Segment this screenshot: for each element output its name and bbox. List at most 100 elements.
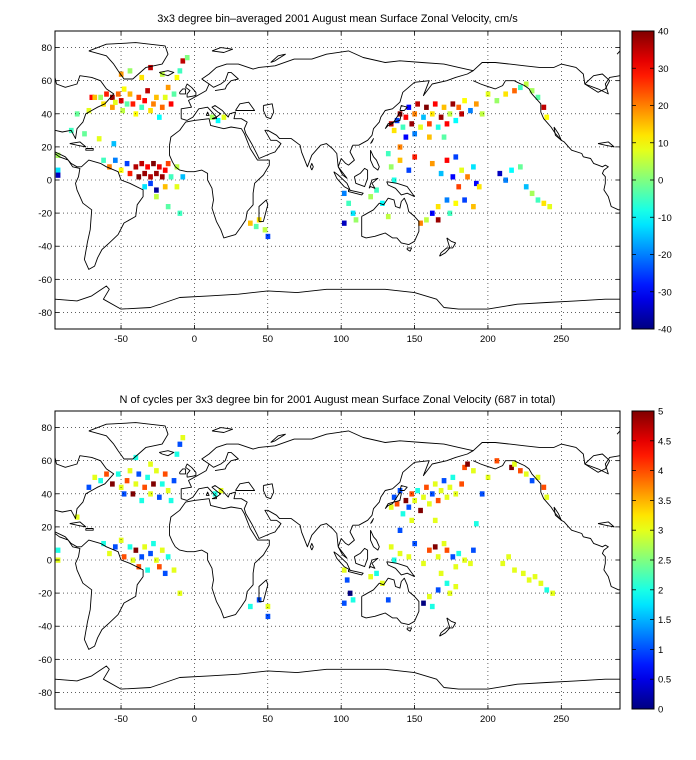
bin-cell	[518, 468, 523, 474]
bin-cell	[518, 84, 523, 91]
coastline-segment	[384, 111, 402, 129]
bin-cell	[110, 481, 115, 487]
bin-cell	[427, 501, 432, 507]
coastline-segment	[353, 167, 369, 188]
bin-cell	[421, 600, 426, 606]
coastline-segment	[208, 71, 239, 92]
bin-cell	[162, 94, 168, 101]
bin-cell	[523, 471, 529, 477]
coastline-segment	[399, 485, 408, 491]
x-tick-label: 50	[263, 714, 274, 725]
bin-cell	[453, 117, 459, 124]
bin-cell	[162, 570, 168, 577]
bin-cell	[512, 567, 517, 573]
bin-cell	[471, 204, 476, 210]
bin-cell	[159, 104, 165, 110]
coastline-segment	[406, 247, 413, 252]
bin-cell	[151, 540, 156, 547]
bin-cell	[154, 468, 159, 474]
bin-cell	[350, 597, 356, 603]
bin-cell	[427, 547, 432, 553]
coastline-segment	[584, 453, 611, 473]
coastlines	[55, 42, 620, 310]
bin-cell	[412, 111, 418, 117]
coastline-segment	[180, 50, 474, 179]
bin-cell	[221, 114, 227, 120]
bin-cell	[89, 94, 95, 101]
coastline-segment	[370, 530, 380, 551]
colorbar-tick-label: 0.5	[658, 675, 671, 686]
bottom-chart-title: N of cycles per 3x3 degree bin for 2001 …	[119, 394, 556, 406]
x-tick-label: 50	[263, 334, 274, 345]
coastline-segment	[439, 247, 451, 257]
bin-cell	[165, 84, 171, 91]
bin-cell	[142, 184, 148, 190]
bin-cell	[55, 167, 61, 173]
bin-cell	[441, 134, 447, 140]
coastline-segment	[158, 450, 175, 457]
map-background	[55, 31, 620, 329]
bin-cell	[154, 170, 159, 177]
colorbar-tick-label: 3.5	[658, 496, 671, 507]
coastline-segment	[55, 455, 115, 520]
coastline-segment	[69, 521, 87, 528]
bin-cell	[104, 471, 109, 477]
bin-cell	[447, 590, 453, 596]
coastline-segment	[472, 442, 620, 475]
bin-cell	[391, 494, 397, 500]
y-tick-label: 20	[41, 142, 52, 153]
y-tick-label: -40	[38, 622, 52, 633]
bin-cell	[350, 210, 356, 216]
bin-cell	[139, 554, 145, 560]
y-tick-label: -80	[38, 308, 52, 319]
y-tick-label: 0	[47, 176, 52, 187]
bin-cell	[429, 603, 435, 610]
bin-cell	[177, 68, 183, 74]
bin-cell	[265, 603, 271, 610]
coastline-segment	[262, 483, 275, 500]
bin-cell	[391, 177, 397, 183]
bin-cell	[98, 478, 103, 484]
bin-cell	[459, 111, 465, 117]
bin-cell	[136, 174, 142, 180]
coastline-segment	[361, 577, 420, 626]
bin-cell	[429, 111, 435, 117]
coastline-segment	[597, 521, 615, 528]
bin-cell	[171, 567, 177, 573]
bin-cell	[468, 560, 473, 567]
bin-cell	[148, 174, 153, 180]
bin-cell	[506, 554, 511, 560]
bin-cell	[142, 484, 148, 490]
bin-cell	[444, 121, 450, 127]
bin-cell	[124, 160, 130, 167]
bin-cell	[397, 111, 403, 117]
bin-cell	[444, 494, 450, 500]
bin-cell	[174, 451, 180, 457]
colorbar-tick-label: 30	[658, 64, 669, 75]
bin-cell	[409, 121, 415, 127]
grid-lines	[55, 411, 620, 709]
bin-cell	[154, 557, 159, 563]
bin-cell	[148, 461, 153, 467]
bin-cell	[453, 200, 459, 206]
bin-cell	[476, 184, 482, 190]
bin-cell	[468, 107, 473, 114]
bin-cell	[112, 99, 118, 105]
y-tick-label: -60	[38, 275, 52, 286]
coastline-segment	[205, 111, 210, 116]
bin-cell	[441, 540, 447, 547]
bin-cell	[447, 210, 453, 216]
y-tick-label: -40	[38, 242, 52, 253]
y-tick-label: 80	[41, 43, 52, 54]
bin-cell	[55, 172, 61, 178]
bin-cell	[265, 233, 271, 240]
coastline-segment	[88, 422, 169, 460]
bin-cell	[456, 184, 462, 190]
bin-cell	[180, 435, 186, 441]
bin-cell	[429, 210, 435, 216]
bin-cell	[471, 547, 476, 553]
bin-cell	[444, 547, 450, 553]
bin-cell	[130, 491, 136, 497]
bin-cell	[96, 136, 102, 142]
bin-cell	[101, 157, 106, 163]
